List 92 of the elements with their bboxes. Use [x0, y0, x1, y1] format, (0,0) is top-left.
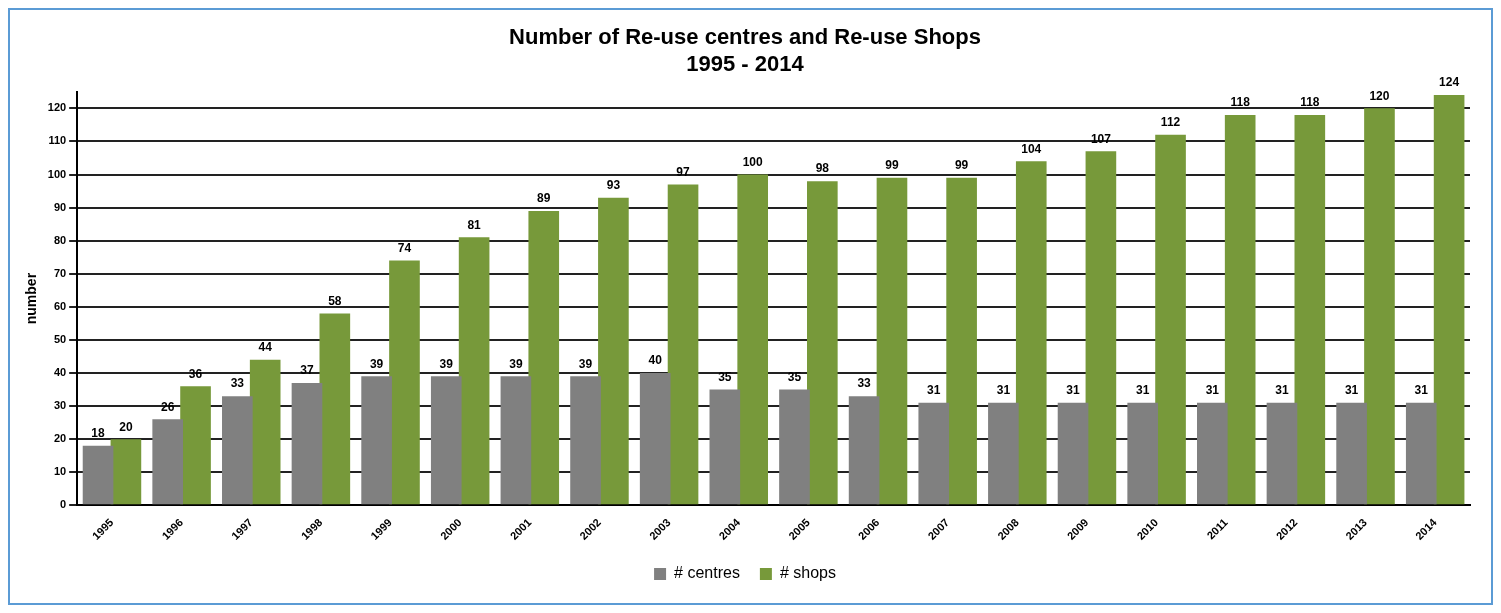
bar: [110, 439, 142, 505]
data-label: 44: [258, 340, 273, 355]
bar: [918, 402, 950, 505]
data-label: 31: [996, 383, 1011, 398]
y-tick-label: 30: [53, 399, 67, 412]
y-tick-label: 0: [60, 498, 67, 511]
y-tick-label: 80: [53, 233, 67, 246]
bar: [528, 210, 560, 505]
bar: [1197, 402, 1228, 505]
bar: [1266, 402, 1298, 505]
chart-title: Number of Re-use centres and Re-use Shops 1995 - 2014: [509, 24, 981, 76]
bar: [1155, 134, 1186, 505]
data-label: 99: [954, 158, 969, 173]
data-label: 39: [439, 356, 454, 371]
bar: [1294, 114, 1326, 505]
data-label: 98: [815, 161, 830, 176]
data-label: 93: [606, 177, 621, 192]
bar: [319, 313, 351, 505]
bar: [709, 389, 741, 505]
data-label: 74: [397, 240, 412, 255]
bar: [458, 237, 490, 505]
bar: [430, 376, 462, 505]
y-tick-label: 10: [53, 465, 67, 478]
y-tick-label: 50: [53, 332, 67, 345]
data-label: 35: [718, 369, 732, 384]
data-label: 40: [648, 353, 663, 368]
data-label: 33: [857, 376, 872, 391]
bar: [180, 386, 211, 505]
bar: [1057, 402, 1089, 505]
y-axis-title: number: [23, 272, 40, 325]
data-label: 18: [91, 426, 106, 441]
data-label: 100: [742, 154, 764, 169]
data-label: 33: [230, 376, 245, 391]
bar: [667, 184, 699, 505]
data-label: 20: [119, 419, 133, 434]
bar: [598, 197, 629, 505]
data-label: 31: [1205, 383, 1220, 398]
data-label: 124: [1439, 75, 1460, 90]
y-tick-label: 40: [53, 366, 67, 379]
y-tick-label: 70: [53, 266, 67, 279]
data-label: 81: [467, 217, 482, 232]
bar: [737, 174, 769, 505]
bar: [1364, 108, 1395, 505]
data-label: 31: [927, 383, 941, 398]
y-tick-label: 90: [53, 200, 67, 213]
bar: [389, 260, 420, 505]
data-label: 89: [537, 191, 551, 206]
legend-label: # shops: [779, 564, 836, 582]
data-label: 39: [509, 356, 523, 371]
data-label: 118: [1230, 95, 1251, 110]
y-tick-label: 120: [47, 101, 67, 114]
bar: [291, 382, 323, 505]
data-label: 31: [1136, 383, 1150, 398]
bar: [361, 376, 392, 505]
data-label: 31: [1066, 383, 1081, 398]
bar: [1433, 95, 1465, 505]
bar: [807, 181, 838, 505]
data-label: 31: [1344, 383, 1359, 398]
bar: [1336, 402, 1367, 505]
bar: [848, 396, 880, 505]
bar: [988, 402, 1019, 505]
y-tick-label: 60: [53, 299, 67, 312]
data-label: 112: [1160, 115, 1181, 130]
bar: [1085, 151, 1117, 505]
bar: [1405, 402, 1437, 505]
bar: [1127, 402, 1158, 505]
bar: [249, 359, 281, 505]
legend-label: # centres: [674, 564, 740, 582]
data-label: 104: [1021, 141, 1042, 156]
data-label: 39: [578, 356, 593, 371]
data-label: 99: [885, 158, 899, 173]
y-tick-label: 110: [48, 134, 67, 147]
data-label: 58: [328, 293, 342, 308]
data-label: 31: [1414, 383, 1429, 398]
y-tick-label: 20: [53, 432, 67, 445]
bar: [1224, 114, 1256, 505]
data-label: 118: [1300, 95, 1320, 110]
bar: [779, 389, 810, 505]
bar: [152, 419, 184, 505]
bar: [946, 177, 977, 505]
bar: [82, 445, 114, 505]
bar: [570, 376, 601, 505]
data-label: 31: [1275, 383, 1289, 398]
data-label: 120: [1369, 88, 1390, 103]
data-label: 39: [369, 356, 384, 371]
y-tick-label: 100: [47, 167, 67, 180]
bar: [639, 373, 671, 505]
bar: [222, 396, 253, 505]
bar: [500, 376, 532, 505]
data-label: 35: [787, 369, 802, 384]
bar: [876, 177, 908, 505]
bar: [1015, 161, 1047, 505]
